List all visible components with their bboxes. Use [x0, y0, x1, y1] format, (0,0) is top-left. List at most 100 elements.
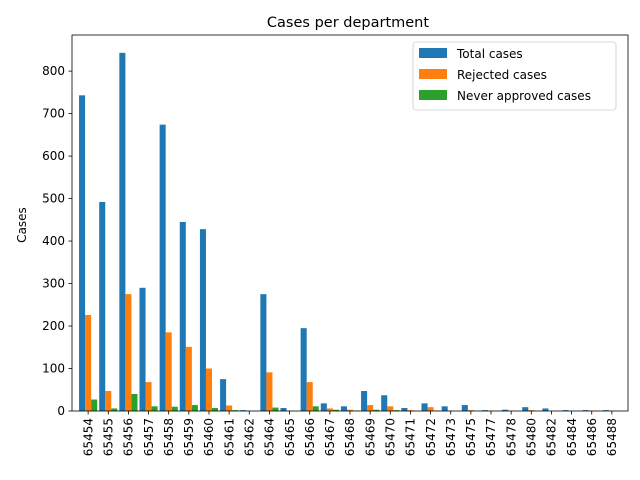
- bar: [205, 368, 212, 411]
- y-axis: 0 100 200 300 400 500 600 700 800: [42, 64, 72, 418]
- bar: [361, 391, 368, 411]
- legend-swatch: [419, 90, 447, 100]
- bar: [125, 294, 132, 411]
- bar: [272, 407, 279, 411]
- legend-swatch: [419, 69, 447, 79]
- bar: [502, 409, 509, 411]
- bar: [91, 399, 98, 411]
- bar: [306, 382, 313, 411]
- bar: [165, 332, 172, 411]
- legend-label: Total cases: [456, 47, 523, 61]
- legend-label: Rejected cases: [457, 68, 547, 82]
- bar: [320, 403, 327, 411]
- y-tick-label: 400: [42, 234, 65, 248]
- bar: [312, 406, 319, 411]
- legend-box: [412, 41, 617, 111]
- x-tick-label: 65488: [605, 418, 619, 456]
- x-tick-label: 65466: [303, 418, 317, 456]
- bar: [232, 410, 239, 411]
- bar: [441, 406, 448, 411]
- bar: [266, 372, 273, 411]
- y-tick-label: 100: [42, 362, 65, 376]
- x-tick-label: 65473: [444, 418, 458, 456]
- legend: Total cases Rejected cases Never approved …: [412, 41, 617, 111]
- bar: [481, 410, 488, 411]
- x-tick-label: 65462: [242, 418, 256, 456]
- bar: [145, 382, 152, 411]
- y-tick-label: 200: [42, 319, 65, 333]
- bar: [220, 379, 227, 411]
- bar: [602, 410, 609, 411]
- y-tick-label: 0: [57, 404, 65, 418]
- bar: [528, 410, 535, 411]
- bar: [367, 405, 374, 411]
- x-tick-label: 65465: [283, 418, 297, 456]
- bar: [171, 406, 178, 411]
- x-tick-label: 65484: [565, 418, 579, 456]
- chart-title: Cases per department: [267, 15, 429, 31]
- plot-frame: [71, 34, 629, 412]
- bar: [300, 328, 307, 411]
- x-tick-label: 65454: [81, 418, 95, 456]
- x-tick-label: 65457: [142, 418, 156, 456]
- bar: [421, 403, 428, 411]
- bar: [159, 124, 166, 412]
- y-tick-label: 500: [42, 192, 65, 206]
- bar: [280, 408, 287, 411]
- bar: [119, 52, 126, 412]
- x-tick-label: 65468: [343, 418, 357, 456]
- y-tick-label: 700: [42, 107, 65, 121]
- bar: [582, 410, 589, 411]
- legend-swatch: [419, 48, 447, 58]
- bar: [381, 395, 388, 411]
- bar: [131, 394, 138, 411]
- x-tick-label: 65471: [404, 418, 418, 456]
- bar: [240, 410, 247, 411]
- y-axis-label: Cases: [15, 207, 29, 243]
- x-tick-label: 65461: [222, 418, 236, 456]
- x-tick-label: 65482: [545, 418, 559, 456]
- x-tick-label: 65478: [504, 418, 518, 456]
- y-tick-label: 300: [42, 277, 65, 291]
- x-tick-label: 65486: [585, 418, 599, 456]
- bar: [346, 409, 354, 411]
- x-tick-label: 65460: [202, 418, 216, 456]
- bar: [522, 407, 529, 411]
- x-tick-label: 65469: [363, 418, 377, 456]
- legend-label: Never approved cases: [457, 89, 591, 103]
- x-tick-label: 65458: [162, 418, 176, 456]
- x-tick-label: 65455: [101, 418, 115, 456]
- bar: [387, 406, 394, 411]
- bars-layer: [79, 52, 609, 412]
- y-tick-label: 600: [42, 149, 65, 163]
- bar: [467, 410, 474, 411]
- bar: [99, 201, 106, 411]
- x-tick-label: 65477: [484, 418, 498, 456]
- x-tick-label: 65456: [122, 418, 136, 456]
- bar: [212, 408, 219, 411]
- bar: [407, 410, 414, 411]
- x-tick-label: 65475: [464, 418, 478, 456]
- bar: [105, 391, 112, 411]
- bar: [111, 408, 118, 411]
- bar: [393, 410, 400, 411]
- bar: [139, 287, 146, 411]
- bar: [461, 405, 468, 411]
- bar: [340, 406, 347, 411]
- bar: [401, 408, 408, 411]
- x-tick-label: 65480: [525, 418, 539, 456]
- bar: [151, 406, 158, 411]
- bar: [185, 346, 192, 411]
- x-tick-label: 65470: [383, 418, 397, 456]
- x-axis: 65454 65455 65456 65457 65458 65459 65460 65461…: [81, 411, 619, 456]
- bar: [542, 408, 549, 411]
- x-tick-label: 65459: [182, 418, 196, 456]
- bar: [332, 409, 339, 411]
- x-tick-label: 65467: [323, 418, 337, 456]
- bar: [562, 410, 569, 411]
- bar: [226, 405, 233, 411]
- bar: [199, 229, 206, 411]
- bar: [373, 409, 380, 411]
- bar: [260, 294, 267, 411]
